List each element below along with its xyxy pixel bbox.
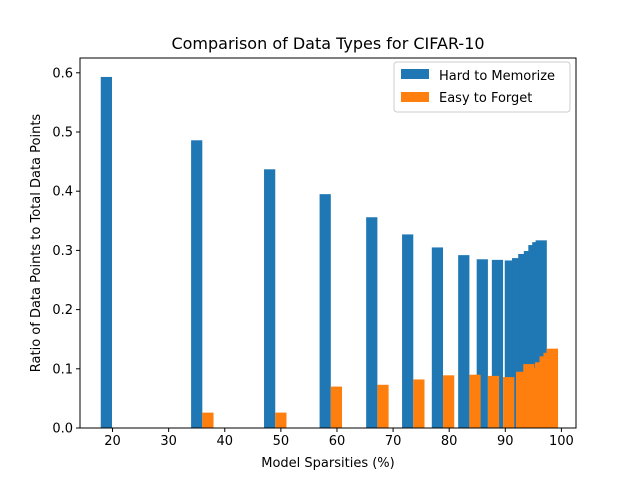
bar-easy-to-forget-6 bbox=[469, 374, 481, 428]
legend: Hard to Memorize Easy to Forget bbox=[393, 61, 571, 113]
y-axis-ticks: 0.0 0.1 0.2 0.3 0.4 0.5 0.6 bbox=[52, 66, 80, 437]
y-tick-label: 0.1 bbox=[52, 362, 73, 377]
bar-easy-to-forget-0 bbox=[202, 412, 214, 428]
legend-label-easy-to-forget: Easy to Forget bbox=[439, 91, 532, 106]
bar-hard-to-memorize-10 bbox=[504, 260, 516, 428]
x-tick-label: 70 bbox=[385, 434, 402, 449]
bar-hard-to-memorize-11 bbox=[512, 258, 524, 428]
x-axis-ticks: 20 30 40 50 60 70 80 90 100 bbox=[104, 428, 574, 449]
x-tick-label: 80 bbox=[441, 434, 458, 449]
bar-hard-to-memorize-0 bbox=[100, 76, 112, 428]
x-tick-label: 100 bbox=[549, 434, 574, 449]
bar-hard-to-memorize-5 bbox=[402, 234, 414, 428]
bar-hard-to-memorize-2 bbox=[264, 169, 276, 428]
y-tick-label: 0.3 bbox=[52, 244, 73, 259]
bar-easy-to-forget-4 bbox=[413, 379, 425, 428]
bar-hard-to-memorize-6 bbox=[431, 247, 444, 428]
bar-hard-to-memorize-16 bbox=[535, 240, 547, 428]
bar-easy-to-forget-2 bbox=[330, 386, 343, 428]
y-tick-label: 0.0 bbox=[52, 422, 73, 437]
bars-layer bbox=[100, 76, 559, 428]
y-tick-label: 0.5 bbox=[52, 126, 73, 141]
legend-swatch-easy-to-forget bbox=[401, 92, 429, 102]
bar-easy-to-forget-7 bbox=[487, 375, 500, 428]
x-tick-label: 40 bbox=[216, 434, 233, 449]
bar-easy-to-forget-15 bbox=[546, 348, 559, 428]
bar-hard-to-memorize-12 bbox=[518, 253, 530, 428]
bar-hard-to-memorize-1 bbox=[191, 140, 203, 428]
bar-hard-to-memorize-8 bbox=[476, 259, 488, 428]
x-tick-label: 50 bbox=[273, 434, 290, 449]
bar-easy-to-forget-1 bbox=[275, 412, 287, 428]
x-tick-label: 90 bbox=[497, 434, 514, 449]
bar-hard-to-memorize-7 bbox=[458, 255, 470, 428]
bar-easy-to-forget-10 bbox=[523, 364, 535, 428]
legend-box bbox=[393, 61, 571, 113]
bar-easy-to-forget-8 bbox=[503, 377, 515, 428]
chart-title: Comparison of Data Types for CIFAR-10 bbox=[171, 34, 484, 53]
bar-easy-to-forget-9 bbox=[515, 371, 528, 428]
y-tick-label: 0.6 bbox=[52, 66, 73, 81]
plot-frame bbox=[79, 57, 577, 429]
x-tick-label: 30 bbox=[160, 434, 177, 449]
y-tick-label: 0.4 bbox=[52, 185, 73, 200]
x-axis-label: Model Sparsities (%) bbox=[261, 456, 394, 471]
x-tick-label: 60 bbox=[329, 434, 346, 449]
y-tick-label: 0.2 bbox=[52, 303, 73, 318]
bar-hard-to-memorize-9 bbox=[491, 259, 504, 428]
bar-easy-to-forget-5 bbox=[443, 375, 455, 428]
bar-hard-to-memorize-4 bbox=[366, 217, 378, 428]
x-tick-label: 20 bbox=[104, 434, 121, 449]
bar-hard-to-memorize-3 bbox=[319, 194, 331, 428]
legend-swatch-hard-to-memorize bbox=[401, 69, 429, 79]
y-axis-label: Ratio of Data Points to Total Data Point… bbox=[29, 114, 44, 373]
bar-easy-to-forget-3 bbox=[377, 384, 389, 428]
legend-label-hard-to-memorize: Hard to Memorize bbox=[439, 69, 555, 84]
